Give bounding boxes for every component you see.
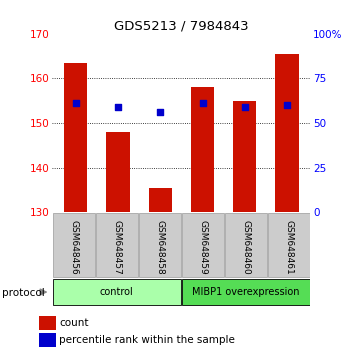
Text: protocol: protocol [2,288,44,298]
Text: GSM648460: GSM648460 [242,220,251,275]
Title: GDS5213 / 7984843: GDS5213 / 7984843 [114,19,249,33]
Text: GSM648457: GSM648457 [112,220,121,275]
Text: GSM648461: GSM648461 [284,220,293,275]
Bar [149,188,172,212]
Text: GSM648459: GSM648459 [199,220,208,275]
Bar [96,213,138,277]
Bar [106,132,130,212]
Bar [275,54,299,212]
Point [200,100,205,106]
Text: GSM648456: GSM648456 [69,220,78,275]
Bar [182,213,224,277]
Text: control: control [100,287,134,297]
Point [73,100,79,106]
Point [157,109,163,115]
Bar [39,333,56,348]
Bar [182,279,310,305]
Bar [39,316,56,330]
Point [242,104,248,110]
Text: MIBP1 overexpression: MIBP1 overexpression [192,287,300,297]
Text: percentile rank within the sample: percentile rank within the sample [59,336,235,346]
Bar [53,279,180,305]
Bar [233,101,256,212]
Bar [64,63,87,212]
Bar [191,87,214,212]
Text: count: count [59,318,88,328]
Text: GSM648458: GSM648458 [155,220,164,275]
Bar [268,213,310,277]
Point [284,102,290,108]
Bar [139,213,181,277]
Bar [225,213,267,277]
Bar [53,213,95,277]
Point [115,104,121,110]
